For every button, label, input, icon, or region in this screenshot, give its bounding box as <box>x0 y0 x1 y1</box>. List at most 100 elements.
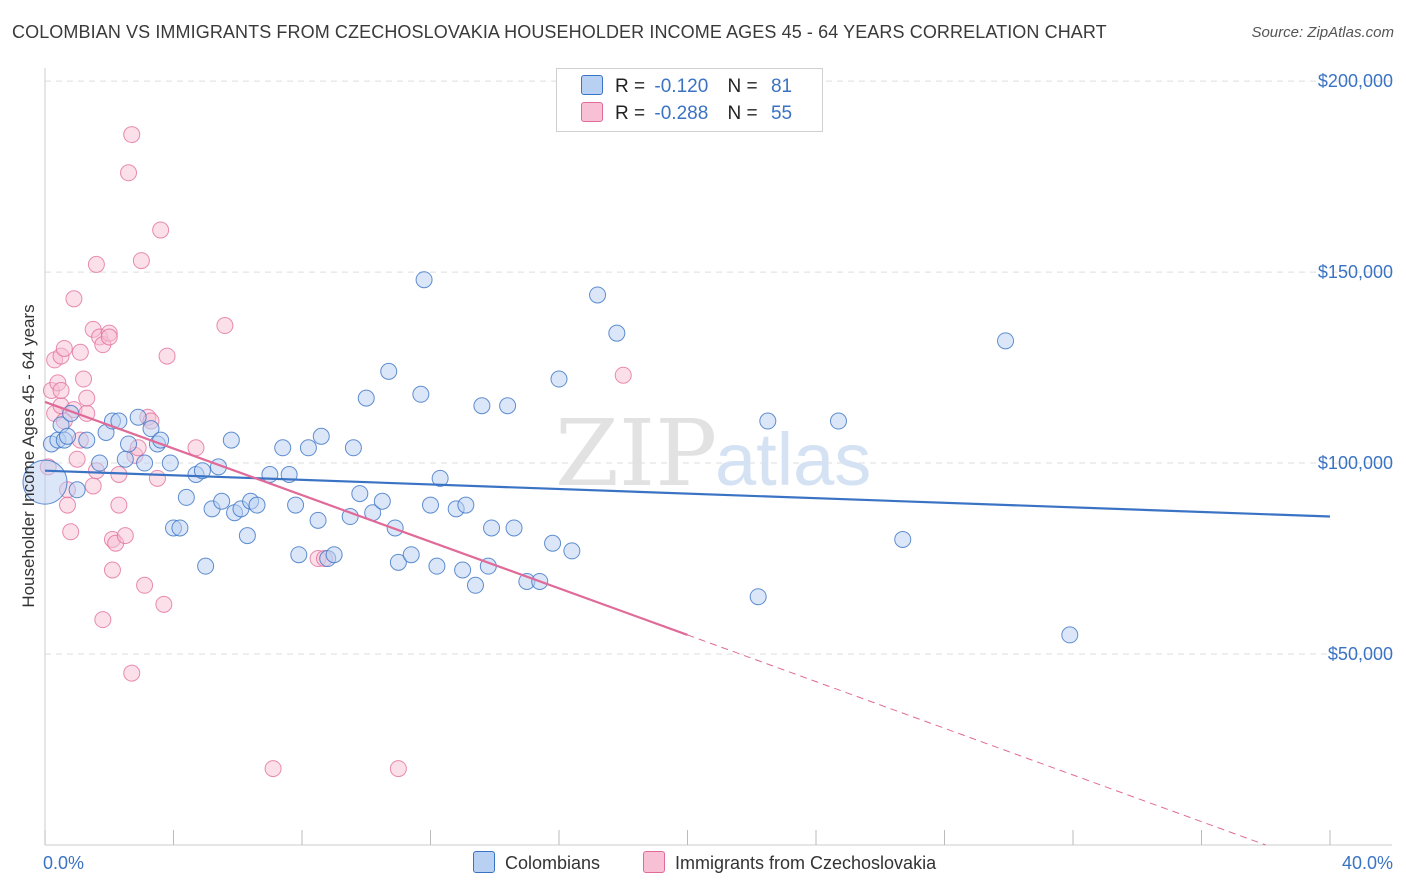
czech-point <box>187 439 205 457</box>
czech-trend-line <box>44 400 688 636</box>
colombian-point <box>431 469 449 487</box>
czech-point <box>68 450 86 468</box>
colombian-point <box>997 332 1015 350</box>
axes <box>44 68 1392 846</box>
czech-point <box>65 290 83 308</box>
colombian-point <box>91 454 109 472</box>
czech-point <box>84 477 102 495</box>
colombian-point <box>325 546 343 564</box>
colombian-point <box>78 431 96 449</box>
colombian-point <box>1061 626 1079 644</box>
colombian-point <box>213 492 231 510</box>
colombian-point <box>422 496 439 514</box>
colombian-point <box>402 546 420 564</box>
czech-point <box>136 576 154 594</box>
czech-point <box>103 561 121 579</box>
colombian-point <box>428 557 446 575</box>
bottom-legend-label-colombians: Colombians <box>505 853 601 873</box>
colombian-point <box>473 397 491 415</box>
bottom-legend-czech: Immigrants from Czechoslovakia <box>643 851 936 874</box>
watermark: ZIP atlas <box>555 400 871 507</box>
colombian-point <box>759 412 777 430</box>
colombian-point <box>309 511 327 529</box>
colombian-point <box>58 427 76 445</box>
source-credit: Source: ZipAtlas.com <box>1251 24 1394 41</box>
czech-point <box>132 252 150 270</box>
colombian-point <box>373 492 391 510</box>
colombian-point <box>550 370 568 388</box>
y-tick-labels: $50,000 $100,000 $150,000 $200,000 <box>1318 71 1393 664</box>
czech-point <box>614 366 632 384</box>
colombian-point <box>177 488 195 506</box>
legend-n-value-colombians: 81 <box>770 76 793 97</box>
y-tick-label: $150,000 <box>1318 262 1393 282</box>
czech-point <box>71 343 89 361</box>
colombian-point <box>129 408 147 426</box>
czech-point <box>148 469 166 487</box>
czech-point <box>152 221 170 239</box>
colombian-point <box>499 397 517 415</box>
colombian-point <box>193 462 211 480</box>
x-tick-max: 40.0% <box>1342 853 1393 873</box>
chart-title: COLOMBIAN VS IMMIGRANTS FROM CZECHOSLOVA… <box>12 22 1107 42</box>
colombian-point <box>287 496 305 514</box>
y-axis-title: Householder Income Ages 45 - 64 years <box>19 304 38 607</box>
colombian-point <box>222 431 240 449</box>
x-tick-min: 0.0% <box>43 853 84 873</box>
bottom-legend-swatch-blue <box>473 851 495 873</box>
czech-point <box>120 164 138 182</box>
colombian-point <box>415 271 433 289</box>
czech-point <box>78 389 96 407</box>
colombian-point <box>290 546 308 564</box>
correlation-legend: R = -0.120 N = 81 R = -0.288 N = 55 <box>556 68 823 132</box>
legend-r-label: R = <box>615 103 646 124</box>
colombian-point <box>299 439 317 457</box>
y-tick-label: $200,000 <box>1318 71 1393 91</box>
colombian-point <box>749 588 767 606</box>
legend-n-value-czech: 55 <box>770 103 793 124</box>
colombian-point <box>120 435 138 453</box>
czech-point <box>110 496 128 514</box>
colombian-point <box>457 496 475 514</box>
czech-point <box>94 611 112 629</box>
czech-point <box>87 255 105 273</box>
legend-row-colombians: R = -0.120 N = 81 <box>581 75 792 101</box>
bottom-legend-label-czech: Immigrants from Czechoslovakia <box>675 853 937 873</box>
czech-point <box>216 317 234 335</box>
colombian-point <box>505 519 523 537</box>
colombian-trend-line <box>44 469 1331 518</box>
colombian-point <box>454 561 472 579</box>
czech-point <box>123 664 141 682</box>
trend-lines <box>44 400 1331 846</box>
colombian-point <box>312 427 330 445</box>
colombian-point <box>380 362 398 380</box>
czech-point <box>389 760 407 778</box>
czech-trend-extension <box>687 634 1266 846</box>
colombian-point <box>483 519 501 537</box>
watermark-atlas: atlas <box>715 418 871 501</box>
colombian-point <box>608 324 626 342</box>
colombian-point <box>829 412 847 430</box>
colombian-point <box>261 466 279 484</box>
colombian-point <box>357 389 375 407</box>
legend-r-value-colombians: -0.120 <box>654 76 709 97</box>
colombian-point <box>197 557 215 575</box>
bottom-legend-colombians: Colombians <box>473 851 600 874</box>
czech-point <box>264 760 282 778</box>
colombian-point <box>136 454 154 472</box>
colombian-point <box>351 485 369 503</box>
legend-r-value-czech: -0.288 <box>654 103 709 124</box>
colombian-point <box>894 530 912 548</box>
colombian-point <box>466 576 484 594</box>
colombian-point <box>68 481 86 499</box>
colombian-point <box>238 527 256 545</box>
czech-point <box>100 328 118 346</box>
colombian-point <box>389 553 407 571</box>
czech-points <box>39 126 632 778</box>
colombian-point <box>544 534 562 552</box>
czech-point <box>52 381 70 399</box>
colombian-point <box>563 542 581 560</box>
czech-point <box>55 339 73 357</box>
bottom-legend-swatch-pink <box>643 851 665 873</box>
